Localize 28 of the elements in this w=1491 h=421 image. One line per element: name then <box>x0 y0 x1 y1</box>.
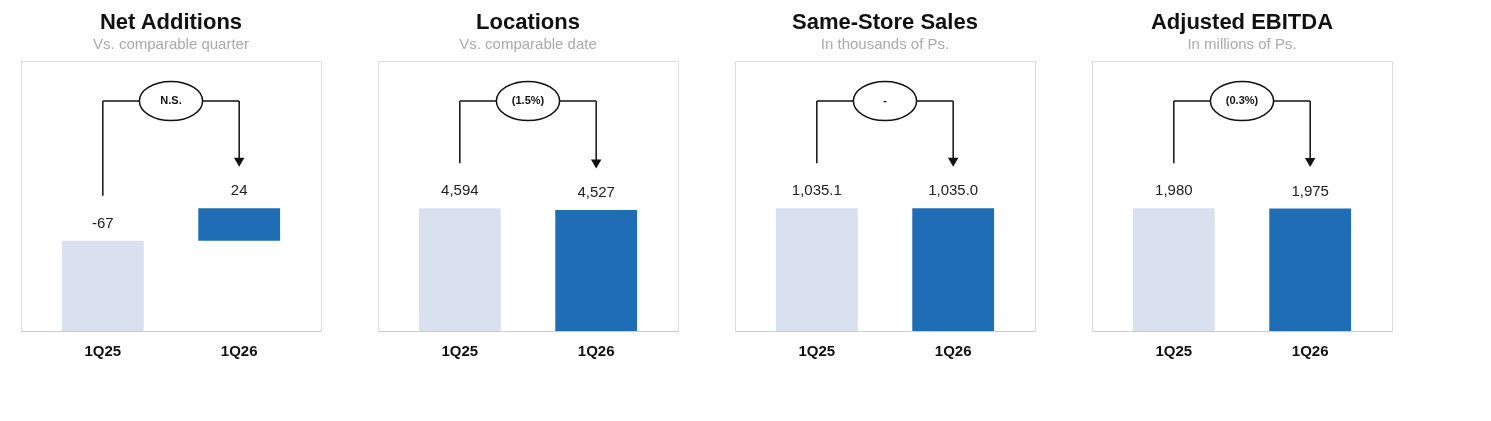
chart-subtitle: In thousands of Ps. <box>820 35 950 52</box>
x-tick-label: 1Q26 <box>220 341 258 359</box>
x-tick-label: 1Q26 <box>577 341 615 359</box>
text: (0.3%) <box>1225 94 1259 106</box>
chart-title: Locations <box>476 9 580 34</box>
text: N.S. <box>160 94 182 106</box>
text: - <box>883 94 888 106</box>
data-label: 24 <box>230 181 248 199</box>
data-label: 1,035.0 <box>928 181 979 199</box>
chart-subtitle: Vs. comparable date <box>459 35 597 52</box>
data-label: 1,980 <box>1155 181 1193 199</box>
text: (1.5%) <box>511 94 545 106</box>
chart-subtitle: In millions of Ps. <box>1187 35 1297 52</box>
data-label: 4,594 <box>441 181 479 199</box>
chart-subtitle: Vs. comparable quarter <box>93 35 249 52</box>
x-tick-label: 1Q25 <box>1155 341 1193 359</box>
chart-title: Adjusted EBITDA <box>1150 9 1334 34</box>
x-tick-label: 1Q26 <box>1291 341 1329 359</box>
chart-title: Net Additions <box>99 9 243 34</box>
data-label: -67 <box>91 213 114 231</box>
chart-title: Same-Store Sales <box>792 9 978 34</box>
data-label: 1,975 <box>1291 181 1329 199</box>
x-tick-label: 1Q25 <box>798 341 836 359</box>
data-label: 4,527 <box>577 183 615 201</box>
x-tick-label: 1Q26 <box>934 341 972 359</box>
data-label: 1,035.1 <box>791 181 842 199</box>
x-tick-label: 1Q25 <box>84 341 122 359</box>
x-tick-label: 1Q25 <box>441 341 479 359</box>
